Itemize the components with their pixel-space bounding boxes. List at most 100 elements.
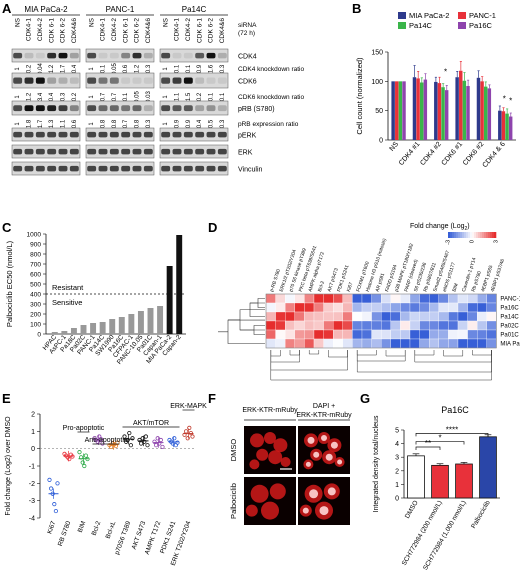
bar <box>508 116 513 140</box>
heatmap-cell <box>275 338 286 349</box>
lane-label: CDK4-2 <box>185 18 192 42</box>
data-point <box>47 477 52 482</box>
nucleus-signal <box>305 461 311 467</box>
bar <box>479 436 497 499</box>
heatmap-cell <box>275 311 286 322</box>
nucleus-signal <box>321 435 327 441</box>
ratio-value: 0.6 <box>123 64 129 73</box>
heatmap-cell <box>486 293 497 304</box>
y-tick-label: 0 <box>379 138 383 145</box>
heatmap-column-label: BIM <box>451 283 459 293</box>
ratio-value: 0.7 <box>112 92 118 101</box>
column-dendrogram <box>270 350 492 381</box>
ratio-value: 0.03 <box>146 91 152 103</box>
blot-band <box>58 105 68 112</box>
heatmap-cell <box>304 302 315 313</box>
ratio-value: 0.1 <box>123 92 129 101</box>
ratio-value: 0.3 <box>146 119 152 128</box>
lane-label: CDK 6-1 <box>196 18 203 43</box>
y-tick-label: 50 <box>375 108 383 115</box>
blot-band <box>87 148 97 155</box>
row-dendrogram <box>218 319 265 344</box>
heatmap-cell <box>457 329 468 340</box>
blot-band <box>69 131 79 138</box>
lane-label: CDK4-1 <box>100 18 107 42</box>
heatmap-row-label: MIA PaCa-2 <box>500 342 520 348</box>
legend-gradient-step <box>486 232 489 238</box>
ratio-value: 1 <box>163 122 169 126</box>
panel-a: A MIA PaCa-2NS CDK4-1 CDK4-2 CDK 6-1 CDK 6-2… <box>2 1 304 176</box>
chart-title: Pa16C <box>441 405 469 415</box>
heatmap-cell <box>409 320 420 331</box>
bar <box>423 79 428 140</box>
panel-e-letter: E <box>2 391 11 406</box>
ratio-value: 1.8 <box>27 119 33 128</box>
heatmap-cell <box>400 329 411 340</box>
legend-gradient-step <box>466 232 469 238</box>
legend-gradient-step <box>474 232 477 238</box>
legend-tick-label: 0 <box>469 240 475 243</box>
heatmap-cell <box>361 302 372 313</box>
blot-band <box>58 77 68 84</box>
blot-band <box>47 165 57 172</box>
heatmap-cell <box>342 338 353 349</box>
ratio-value: 1.2 <box>135 64 141 73</box>
data-point <box>77 450 82 455</box>
heatmap-cell <box>448 293 459 304</box>
bar <box>118 317 125 334</box>
blot-row-label: CDK6 <box>238 79 257 86</box>
blot-band <box>24 148 34 155</box>
blot-row-label: pRB (S780) <box>238 106 275 113</box>
legend-gradient-step <box>458 232 461 238</box>
heatmap-cell <box>448 302 459 313</box>
data-point <box>130 436 135 441</box>
nucleus-signal <box>330 441 338 449</box>
blot-strip <box>11 48 81 63</box>
legend-gradient-step <box>470 232 473 238</box>
image-row-label: Palbociclib <box>229 483 238 519</box>
blot-row-label: pERK <box>238 133 257 140</box>
blot-band <box>87 52 97 59</box>
ratio-value: 0.3 <box>146 64 152 73</box>
x-tick-label: p70S6 T389 <box>114 520 133 556</box>
heatmap-column-label: AR pS81 <box>375 272 387 292</box>
y-tick-label: -4 <box>29 516 35 523</box>
blot-band <box>121 148 131 155</box>
data-point <box>98 437 104 442</box>
heatmap-cell <box>457 302 468 313</box>
ratio-value: 1 <box>15 95 21 99</box>
heatmap-cell <box>294 338 305 349</box>
panel-c: C 0 100 200 300 400 500 600 700 800 900 1000 Palboc… <box>2 220 186 366</box>
bar <box>455 463 473 499</box>
heatmap-cell <box>486 311 497 322</box>
bar <box>147 308 154 334</box>
blot-strip <box>85 72 155 89</box>
ratio-value: 0.04 <box>38 63 44 75</box>
data-point <box>82 463 87 469</box>
heatmap-cell <box>467 293 478 304</box>
heatmap-cell <box>457 338 468 349</box>
bar <box>455 77 459 140</box>
bar <box>498 110 502 140</box>
significance-bracket <box>415 441 465 445</box>
heatmap-cell <box>371 293 382 304</box>
blot-band <box>195 165 205 172</box>
blot-band <box>69 77 79 84</box>
heatmap-cell <box>285 329 295 340</box>
blot-band <box>161 148 171 155</box>
blot-band <box>195 77 205 84</box>
heatmap-row-label: Pa01C <box>500 333 519 339</box>
column-dendrogram <box>308 350 320 355</box>
y-tick-label: 400 <box>30 292 41 299</box>
y-tick-label: 0 <box>31 446 35 453</box>
heatmap-cell <box>429 329 439 340</box>
panel-g-letter: G <box>360 391 370 406</box>
blot-band <box>206 148 216 155</box>
bar <box>70 328 77 334</box>
heatmap-cell <box>467 329 478 340</box>
bar <box>459 70 463 140</box>
blot-band <box>183 105 193 112</box>
data-point <box>152 439 157 444</box>
blot-band <box>172 165 182 172</box>
heatmap-cell <box>429 302 439 313</box>
